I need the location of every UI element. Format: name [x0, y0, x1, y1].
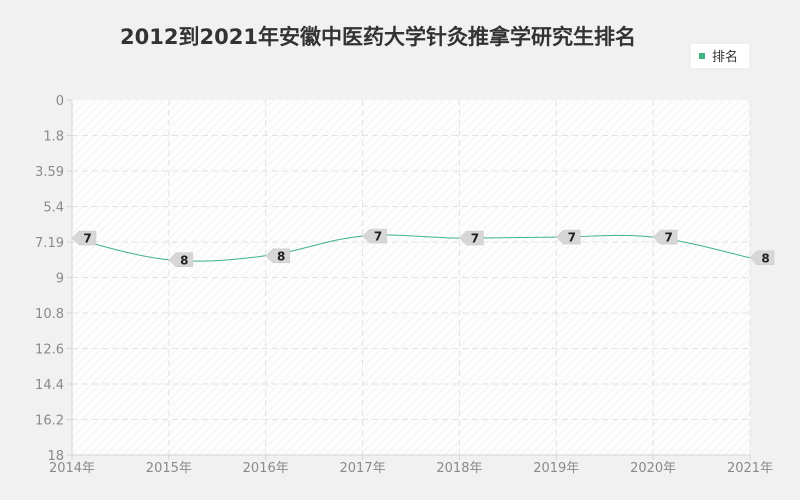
data-label-box	[749, 250, 775, 266]
y-tick-label: 12.6	[35, 343, 64, 358]
y-tick-label: 10.8	[35, 307, 64, 322]
data-label-box	[459, 230, 484, 246]
data-label-value: 7	[83, 232, 91, 246]
data-label-box	[168, 252, 194, 267]
x-tick-label: 2017年	[340, 461, 386, 476]
data-point-label: 7	[459, 230, 484, 246]
y-tick-label: 18	[47, 449, 64, 464]
data-label-value: 7	[471, 232, 479, 246]
data-point-label: 8	[265, 248, 290, 264]
legend-box	[689, 42, 751, 70]
grid-layer	[72, 100, 751, 455]
legend[interactable]: 排名	[689, 42, 751, 70]
x-tick-label: 2016年	[243, 461, 289, 476]
point-labels: 7 8 8 7 7 7 7 8	[71, 228, 775, 267]
legend-label: 排名	[712, 49, 738, 65]
x-tick-label: 2015年	[146, 461, 192, 476]
data-label-value: 7	[568, 231, 576, 245]
data-label-value: 8	[180, 253, 188, 267]
data-point-label: 7	[555, 229, 581, 245]
x-tick-label: 2021年	[727, 461, 773, 476]
x-tick-label: 2014年	[49, 461, 95, 476]
data-label-box	[362, 228, 387, 244]
data-point-label: 7	[652, 229, 678, 245]
y-tick-label: 5.4	[43, 201, 64, 216]
y-tick-label: 16.2	[35, 414, 64, 429]
data-point-label: 8	[749, 250, 775, 266]
data-label-value: 7	[664, 231, 672, 245]
x-tick-label: 2018年	[436, 461, 482, 476]
y-tick-label: 0	[56, 94, 64, 109]
x-tick-label: 2019年	[533, 461, 579, 476]
x-tick-labels: 2014年 2015年 2016年 2017年 2018年 2019年 2020年 2021年	[49, 461, 773, 476]
y-tick-label: 1.8	[43, 130, 64, 145]
data-label-value: 7	[374, 230, 382, 244]
data-label-box	[652, 229, 678, 245]
data-label-box	[265, 248, 290, 264]
y-tick-labels: 0 1.8 3.59 5.4 7.19 9 10.8 12.6 14.4 16.2 18	[35, 94, 64, 464]
data-label-box	[555, 229, 581, 245]
axis-layer	[67, 99, 751, 460]
data-label-value: 8	[761, 251, 769, 265]
y-tick-label: 7.19	[35, 236, 64, 251]
legend-marker-icon	[699, 53, 705, 59]
x-tick-label: 2020年	[630, 461, 676, 476]
data-label-value: 8	[277, 249, 285, 263]
chart-title: 2012到2021年安徽中医药大学针灸推拿学研究生排名	[120, 25, 636, 49]
data-point-label: 7	[362, 228, 387, 244]
y-tick-label: 9	[56, 272, 64, 287]
y-tick-label: 14.4	[35, 378, 64, 393]
y-tick-label: 3.59	[35, 165, 64, 180]
data-point-label: 7	[71, 230, 97, 246]
data-label-box	[71, 230, 97, 246]
data-point-label: 8	[168, 252, 194, 267]
